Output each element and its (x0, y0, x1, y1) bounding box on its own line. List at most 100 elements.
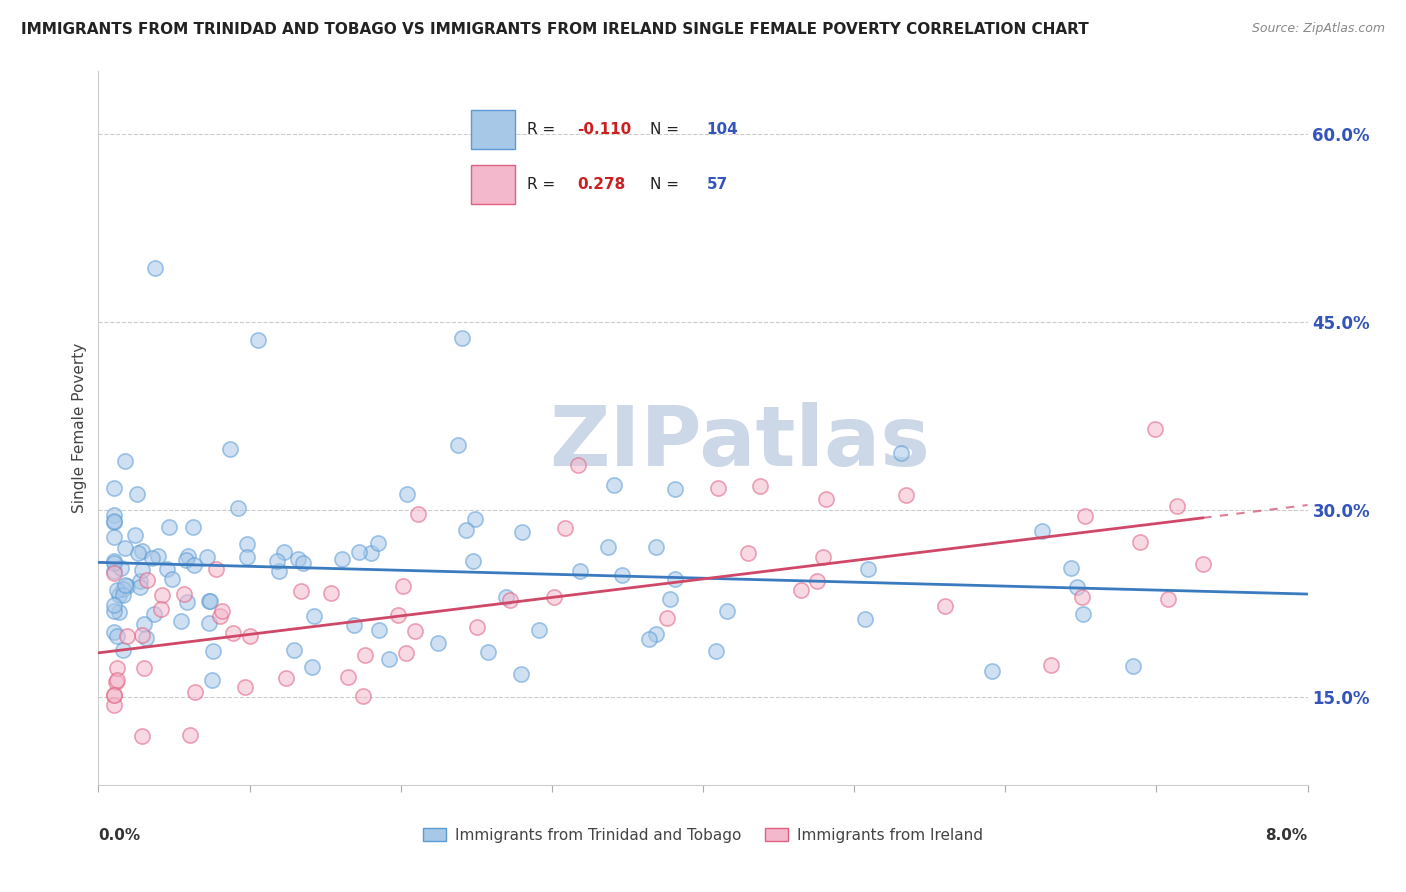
Point (117, 579, 139, 593)
Point (1071, 607, 1094, 621)
Point (360, 546, 382, 560)
Point (103, 688, 125, 702)
Point (105, 583, 128, 598)
Point (198, 593, 221, 607)
Point (706, 644, 728, 658)
Point (114, 578, 136, 592)
Point (304, 609, 326, 624)
Point (644, 627, 666, 641)
Point (179, 728, 201, 742)
Point (103, 481, 125, 495)
Point (141, 551, 163, 566)
Point (143, 261, 166, 276)
Point (267, 564, 290, 578)
Point (934, 599, 956, 614)
Point (1156, 591, 1178, 606)
Point (1129, 535, 1152, 549)
Point (150, 602, 173, 616)
Point (103, 625, 125, 640)
Point (173, 587, 195, 601)
Point (108, 588, 131, 602)
Point (135, 631, 157, 645)
Point (645, 541, 668, 555)
Point (103, 508, 125, 522)
Point (103, 556, 125, 570)
Point (170, 614, 193, 628)
Point (394, 646, 416, 660)
Point (336, 670, 359, 684)
Point (114, 454, 136, 468)
Point (157, 520, 180, 534)
Point (236, 549, 259, 564)
Point (131, 563, 153, 577)
Point (856, 562, 879, 576)
Y-axis label: Single Female Poverty: Single Female Poverty (72, 343, 87, 513)
Point (103, 688, 125, 702)
Point (612, 568, 634, 582)
Point (218, 442, 240, 456)
Text: 8.0%: 8.0% (1265, 828, 1308, 843)
Point (554, 521, 576, 535)
Point (352, 689, 374, 703)
Text: Source: ZipAtlas.com: Source: ZipAtlas.com (1251, 22, 1385, 36)
Point (205, 562, 228, 576)
Point (290, 584, 312, 599)
Point (146, 549, 169, 563)
Point (456, 523, 478, 537)
Point (103, 554, 125, 568)
Point (347, 545, 370, 559)
Point (174, 553, 197, 567)
Point (197, 616, 219, 631)
Point (105, 675, 128, 690)
Point (103, 515, 125, 529)
Point (981, 664, 1004, 678)
Point (890, 445, 912, 459)
Point (246, 333, 269, 347)
Point (1059, 560, 1081, 574)
Point (201, 644, 224, 658)
Point (142, 607, 165, 621)
Point (1031, 524, 1053, 538)
Point (568, 564, 591, 578)
Point (330, 552, 353, 566)
Point (136, 573, 159, 587)
Point (319, 585, 342, 599)
Point (353, 648, 375, 662)
Point (464, 512, 486, 526)
Point (103, 514, 125, 528)
Point (749, 479, 772, 493)
Point (236, 537, 259, 551)
Point (596, 540, 619, 554)
Point (103, 698, 125, 712)
Point (894, 488, 917, 502)
Text: ZIPatlas: ZIPatlas (548, 402, 929, 483)
Point (814, 491, 837, 506)
Point (603, 477, 626, 491)
Point (129, 580, 152, 594)
Point (226, 501, 249, 516)
Point (637, 632, 659, 647)
Point (1071, 590, 1094, 604)
Point (112, 589, 135, 603)
Point (129, 574, 152, 589)
Point (465, 620, 488, 634)
Point (103, 564, 125, 578)
Point (1192, 558, 1215, 572)
Point (111, 642, 134, 657)
Point (103, 530, 125, 544)
Point (105, 673, 128, 687)
Point (368, 623, 391, 637)
Point (287, 551, 309, 566)
Point (176, 595, 198, 609)
Point (657, 611, 679, 625)
Point (813, 549, 835, 564)
Point (426, 635, 449, 649)
Point (387, 608, 409, 623)
Point (127, 546, 149, 560)
Point (283, 643, 305, 657)
Point (343, 617, 366, 632)
Point (461, 554, 484, 568)
Point (1040, 657, 1063, 672)
Point (659, 591, 682, 606)
Point (1144, 422, 1167, 436)
